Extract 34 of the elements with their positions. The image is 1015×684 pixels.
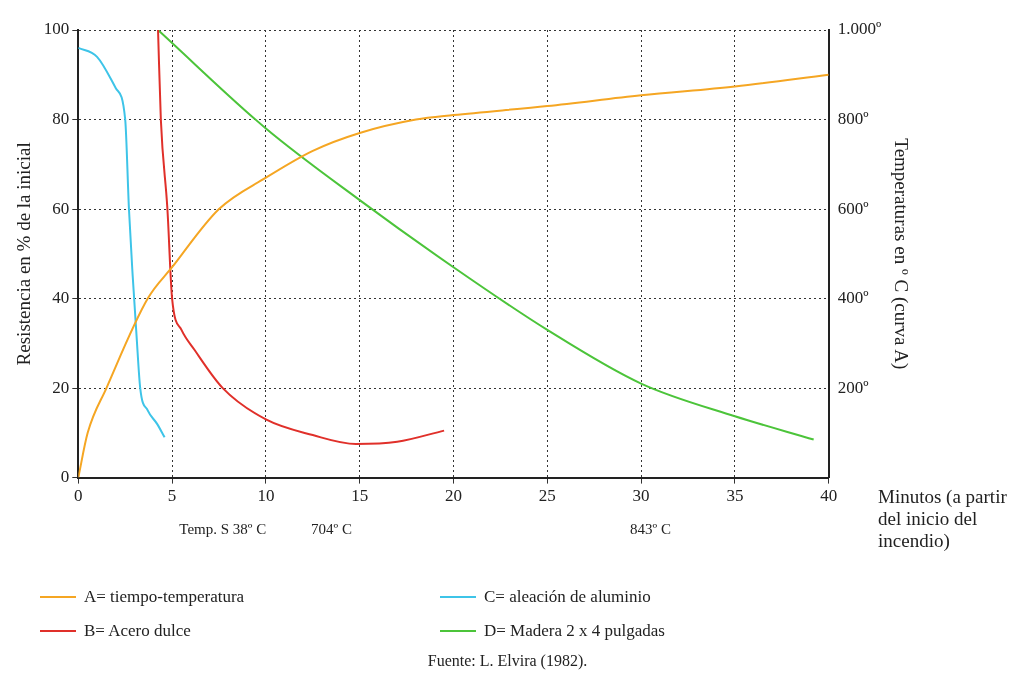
x-tick-label: 5 xyxy=(167,486,177,506)
line-series xyxy=(157,30,815,441)
y2-tick-label: 800º xyxy=(837,108,869,128)
source-note: Fuente: L. Elvira (1982). xyxy=(426,652,589,670)
x-axis-title: Minutos (a partir del inicio del incendio) xyxy=(878,486,1008,552)
legend-label: C= aleación de aluminio xyxy=(484,587,651,607)
x-tick-label: 20 xyxy=(444,486,462,506)
y-tick-label: 60 xyxy=(52,198,70,218)
y-tick-label: 0 xyxy=(60,467,70,487)
x-tick-label: 40 xyxy=(820,486,838,506)
x-tick-label: 35 xyxy=(726,486,744,506)
y2-tick-label: 600º xyxy=(837,198,869,218)
y-tick-label: 100 xyxy=(43,19,70,39)
line-series xyxy=(78,46,166,439)
x-tick-label: 30 xyxy=(632,486,650,506)
x-tick-label: 0 xyxy=(74,486,83,506)
y-tick-label: 20 xyxy=(52,377,70,397)
x-tick-label: 15 xyxy=(351,486,369,506)
line-series xyxy=(157,30,446,446)
y-axis-title: Resistencia en % de la inicial xyxy=(13,142,35,366)
y2-tick-label: 400º xyxy=(837,288,869,308)
legend-label: D= Madera 2 x 4 pulgadas xyxy=(484,621,665,641)
y2-tick-label: 200º xyxy=(837,377,869,397)
text: 704º C xyxy=(311,520,353,537)
y-tick-label: 40 xyxy=(52,288,70,308)
text: Temp. S 38º C xyxy=(179,520,267,537)
x-tick-label: 25 xyxy=(538,486,556,506)
y2-axis-title: Temperaturas en º C (curva A) xyxy=(889,138,912,370)
y-tick-label: 80 xyxy=(52,108,70,128)
legend-label: B= Acero dulce xyxy=(84,621,191,641)
legend-label: A= tiempo-temperatura xyxy=(84,587,245,607)
x-tick-label: 10 xyxy=(257,486,275,506)
y2-tick-label: 1.000º xyxy=(837,19,882,39)
text: 843º C xyxy=(630,520,671,537)
